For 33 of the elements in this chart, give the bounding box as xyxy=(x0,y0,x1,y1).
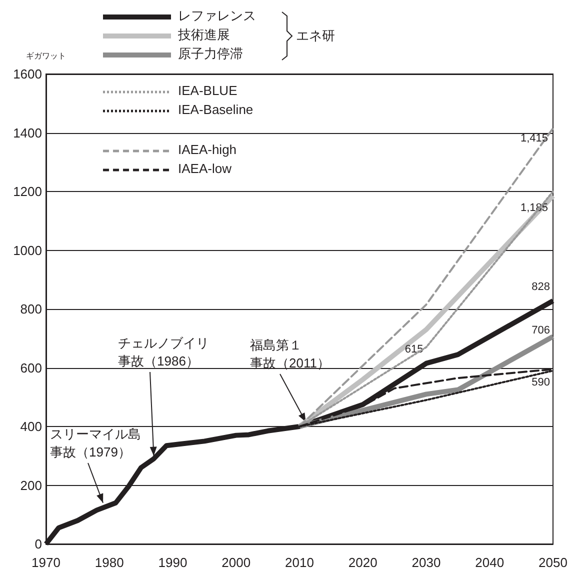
x-tick-label: 2050 xyxy=(538,555,568,570)
y-tick-label: 800 xyxy=(20,302,42,316)
legend-label: 技術進展 xyxy=(177,27,230,42)
legend-label: IEA-BLUE xyxy=(178,83,238,98)
y-tick-label: 1400 xyxy=(13,125,42,140)
data-label: 1,415 xyxy=(520,132,548,144)
legend-label: IAEA-high xyxy=(178,142,237,157)
data-label: 706 xyxy=(532,324,550,337)
y-tick-label: 1000 xyxy=(13,242,42,258)
x-tick-label: 2020 xyxy=(348,555,378,570)
y-tick-label: 0 xyxy=(34,536,42,552)
legend-label: 原子力停滞 xyxy=(178,46,243,61)
data-label: 828 xyxy=(532,280,550,293)
x-tick-label: 2010 xyxy=(285,555,314,570)
data-label: 590 xyxy=(532,376,550,389)
y-tick-label: 600 xyxy=(20,360,42,376)
legend-title: エネ研 xyxy=(296,28,335,43)
x-tick-label: 2030 xyxy=(412,555,441,570)
legend-label: レファレンス xyxy=(178,8,256,23)
legend-label: IEA-Baseline xyxy=(178,102,254,117)
y-tick-label: 1600 xyxy=(13,66,42,82)
annotation: スリーマイル島事故（1979） xyxy=(50,426,141,460)
x-tick-label: 1970 xyxy=(32,555,60,570)
annotation: チェルノブイリ事故（1986） xyxy=(118,336,209,368)
legend-label: IAEA-low xyxy=(178,161,232,176)
x-tick-label: 2040 xyxy=(475,555,504,570)
x-tick-label: 2000 xyxy=(222,555,251,570)
y-tick-label: 1200 xyxy=(13,184,42,199)
y-tick-label: 200 xyxy=(20,478,42,493)
x-tick-label: 1990 xyxy=(158,555,188,570)
y-axis-title: ギガワット xyxy=(26,52,66,60)
x-tick-label: 1980 xyxy=(94,555,124,570)
y-tick-label: 400 xyxy=(20,419,42,434)
